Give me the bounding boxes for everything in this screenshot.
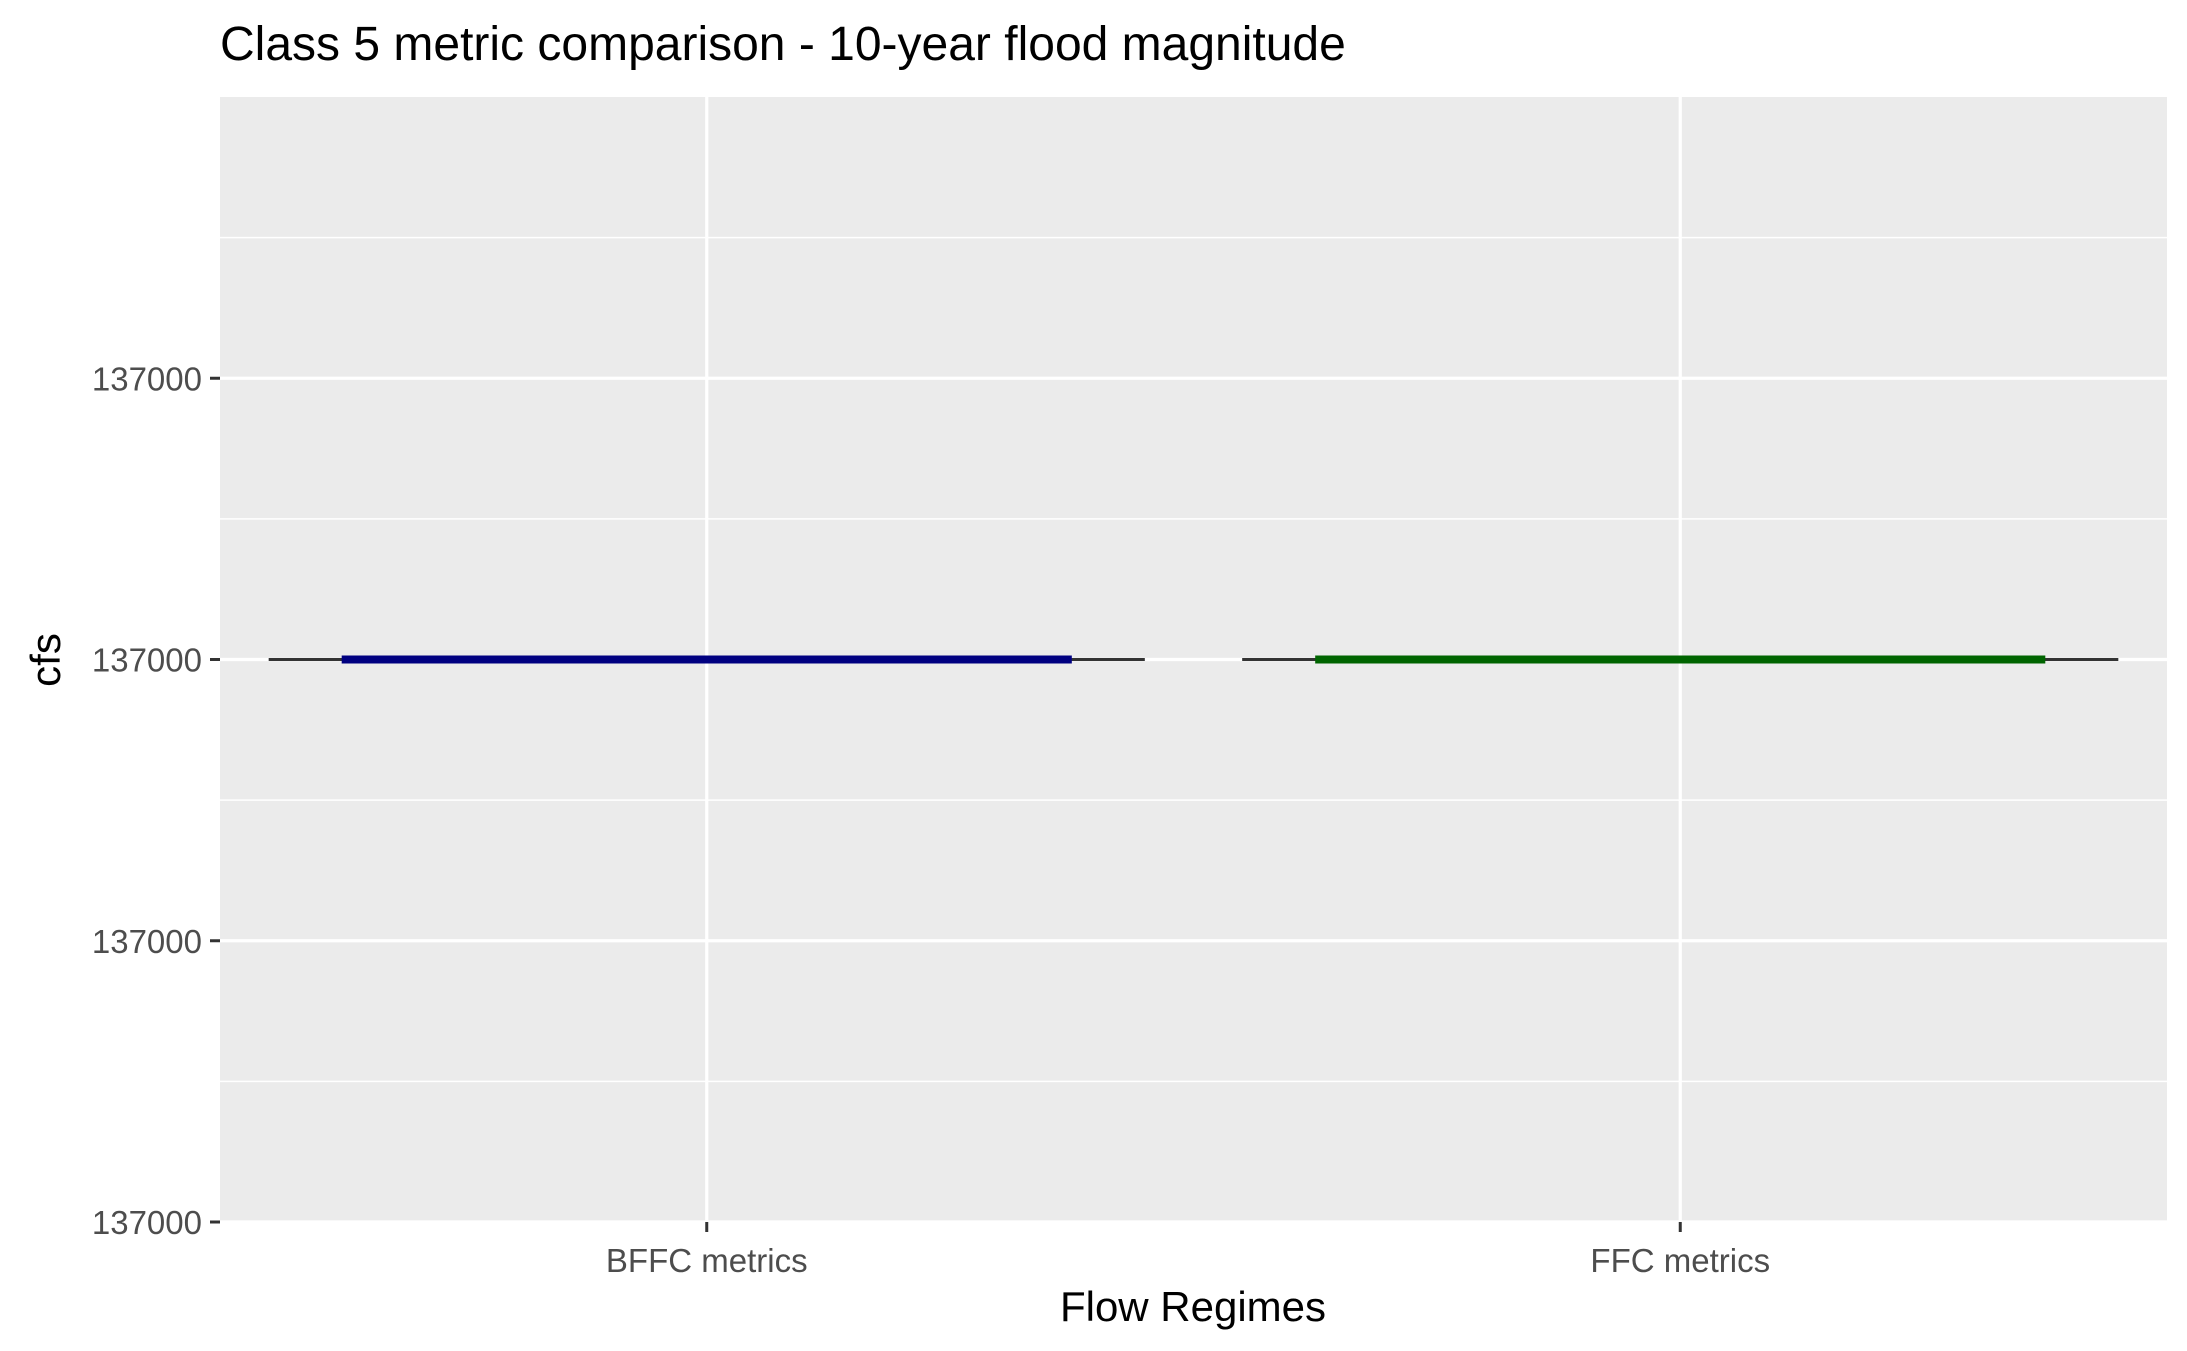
axes: 137000 137000 137000 137000 BFFC metrics FFC … [92, 360, 1770, 1279]
x-axis-title: Flow Regimes [1060, 1283, 1326, 1330]
y-tick-label: 137000 [92, 923, 202, 960]
x-tick-label: FFC metrics [1590, 1242, 1770, 1279]
x-tick-label: BFFC metrics [606, 1242, 808, 1279]
y-tick-label: 137000 [92, 642, 202, 679]
y-axis-title: cfs [22, 633, 69, 687]
y-tick-label: 137000 [92, 360, 202, 397]
chart-title: Class 5 metric comparison - 10-year floo… [220, 18, 1346, 71]
y-tick-label: 137000 [92, 1204, 202, 1241]
